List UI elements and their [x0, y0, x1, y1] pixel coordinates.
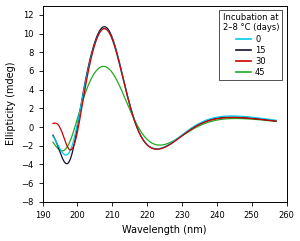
Legend: 0, 15, 30, 45: 0, 15, 30, 45	[219, 10, 282, 80]
X-axis label: Wavelength (nm): Wavelength (nm)	[122, 225, 207, 235]
Y-axis label: Ellipticity (mdeg): Ellipticity (mdeg)	[6, 62, 16, 146]
